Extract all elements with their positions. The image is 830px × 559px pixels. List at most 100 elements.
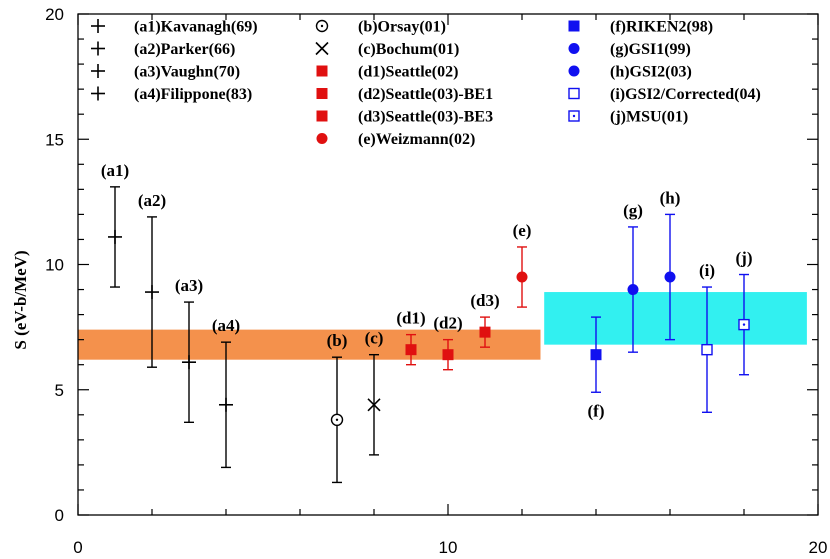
marker-d1 (405, 344, 417, 356)
legend-label: (i)GSI2/Corrected(04) (610, 86, 761, 103)
point-label-d3: (d3) (470, 291, 499, 310)
legend-label: (h)GSI2(03) (610, 64, 692, 81)
point-label-a4: (a4) (212, 316, 240, 335)
legend-label: (f)RIKEN2(98) (610, 19, 713, 36)
data-point-e: (e) (513, 221, 532, 308)
legend-label: (b)Orsay(01) (358, 19, 446, 36)
point-label-i: (i) (699, 261, 715, 280)
legend-marker (568, 20, 580, 32)
legend-marker (568, 65, 580, 77)
legend-item: (i)GSI2/Corrected(04) (568, 86, 761, 103)
point-label-j: (j) (736, 249, 753, 268)
data-point-d3: (d3) (470, 291, 500, 348)
data-point-a4: (a4) (212, 316, 240, 469)
marker-d2 (442, 349, 454, 361)
legend-label: (a4)Filippone(83) (134, 86, 252, 103)
point-label-a3: (a3) (175, 276, 203, 295)
legend-marker (568, 43, 580, 54)
legend-label: (e)Weizmann(02) (358, 131, 475, 148)
point-label-a1: (a1) (101, 161, 129, 180)
high-energy-band (544, 292, 807, 345)
data-point-f: (f) (588, 316, 605, 420)
marker-h (664, 271, 676, 283)
marker-d3 (479, 326, 491, 338)
legend-item: (e)Weizmann(02) (316, 131, 475, 148)
legend-marker (316, 110, 328, 122)
legend-item: (a4)Filippone(83) (91, 86, 252, 103)
legend-label: (a3)Vaughn(70) (134, 64, 240, 81)
point-label-f: (f) (588, 401, 605, 420)
legend-marker (91, 86, 105, 101)
legend-label: (g)GSI1(99) (610, 41, 691, 58)
legend-item: (b)Orsay(01) (315, 19, 446, 36)
data-point-a1: (a1) (101, 161, 129, 288)
legend-item: (a3)Vaughn(70) (91, 64, 240, 81)
marker-b (330, 413, 344, 427)
x-tick-label: 20 (809, 538, 828, 557)
legend-label: (a2)Parker(66) (134, 41, 235, 58)
legend-item: (d2)Seattle(03)-BE1 (316, 86, 493, 103)
legend-marker (316, 133, 328, 144)
marker-a3 (182, 355, 196, 370)
axes-layer: 0 10 20 0 5 10 15 20 (45, 5, 827, 557)
marker-j (738, 318, 750, 331)
points-layer: (a1) (a2) (a3) (a4) (b) (c) (d1) (d2) (d3) (e) (f)… (101, 161, 753, 484)
point-label-a2: (a2) (138, 191, 166, 210)
legend-item: (h)GSI2(03) (568, 64, 692, 81)
legend-label: (d3)Seattle(03)-BE3 (358, 109, 493, 126)
legend-label: (a1)Kavanagh(69) (134, 19, 258, 36)
legend-marker (315, 19, 329, 33)
y-tick-label: 20 (45, 5, 64, 24)
legend-marker (91, 41, 105, 56)
marker-a4 (219, 397, 233, 412)
legend-marker (316, 88, 328, 99)
legend-label: (j)MSU(01) (610, 109, 688, 126)
low-energy-band (78, 329, 541, 360)
legend-item: (a1)Kavanagh(69) (91, 19, 258, 36)
marker-c (367, 398, 381, 412)
x-tick-label: 10 (439, 538, 458, 557)
point-label-h: (h) (660, 188, 681, 207)
legend: (a1)Kavanagh(69) (a2)Parker(66) (a3)Vaughn… (91, 19, 761, 148)
legend-marker (91, 19, 105, 33)
legend-label: (d1)Seattle(02) (358, 64, 458, 81)
legend-item: (c)Bochum(01) (315, 41, 459, 58)
marker-i (701, 343, 713, 356)
legend-label: (d2)Seattle(03)-BE1 (358, 86, 493, 103)
y-tick-label: 10 (45, 256, 64, 275)
legend-marker (568, 110, 580, 122)
point-label-c: (c) (365, 329, 384, 348)
legend-item: (j)MSU(01) (568, 109, 688, 126)
data-point-d2: (d2) (433, 314, 463, 371)
marker-a1 (108, 229, 122, 244)
point-label-b: (b) (327, 331, 348, 350)
data-point-g: (g) (623, 201, 643, 353)
legend-item: (d1)Seattle(02) (316, 64, 458, 81)
point-label-e: (e) (513, 221, 532, 240)
legend-item: (d3)Seattle(03)-BE3 (316, 109, 493, 126)
legend-marker (568, 87, 580, 100)
marker-e (516, 271, 528, 283)
data-point-h: (h) (660, 188, 681, 341)
point-label-g: (g) (623, 201, 643, 220)
point-label-d2: (d2) (433, 314, 462, 333)
y-axis-label: S (eV-b/MeV) (11, 250, 30, 349)
legend-label: (c)Bochum(01) (358, 41, 459, 58)
legend-item: (g)GSI1(99) (568, 41, 691, 58)
legend-marker (316, 65, 328, 77)
marker-f (590, 349, 602, 361)
legend-item: (a2)Parker(66) (91, 41, 235, 58)
y-tick-label: 15 (45, 130, 64, 149)
legend-marker (315, 41, 329, 56)
data-point-c: (c) (365, 329, 384, 456)
data-point-i: (i) (699, 261, 715, 413)
data-point-a2: (a2) (138, 191, 166, 368)
data-point-a3: (a3) (175, 276, 203, 424)
marker-g (627, 284, 639, 296)
x-tick-label: 0 (73, 538, 82, 557)
bands-layer (78, 292, 807, 360)
legend-marker (91, 64, 105, 78)
data-point-j: (j) (736, 249, 753, 376)
data-point-b: (b) (327, 331, 348, 484)
